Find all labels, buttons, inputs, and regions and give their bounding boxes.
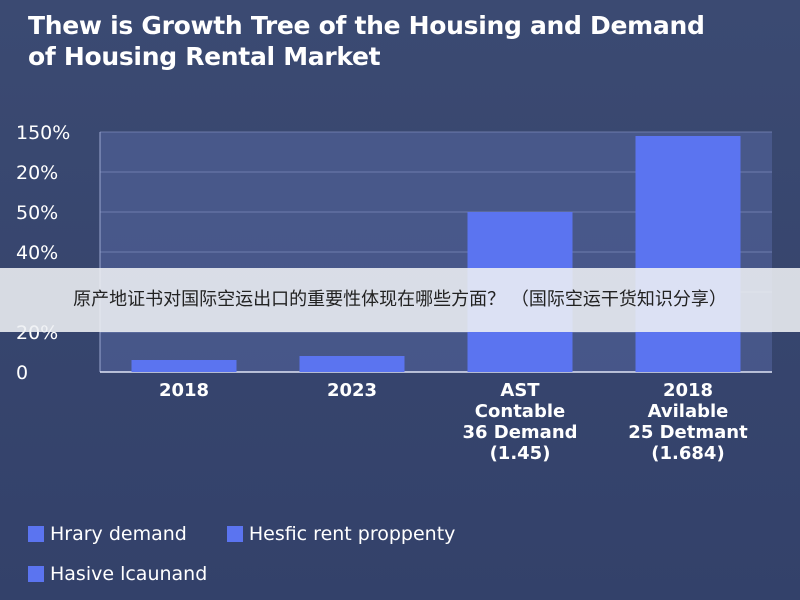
legend-item-1: Hrary demand [28,523,187,545]
legend-swatch-2 [226,526,243,542]
x-tick-label: (1.684) [651,443,724,464]
x-tick-label: Avilable [648,401,729,422]
x-tick-label: (1.45) [490,443,551,464]
chart-title: Thew is Growth Tree of the Housing and D… [28,10,788,72]
x-tick-label: 2023 [327,380,377,401]
bar [131,360,237,372]
legend-row-1: Hrary demand Hesfic rent proppenty [28,523,495,545]
legend-item-3: Hasive lcaunand [28,563,207,585]
bar [635,136,741,372]
y-tick-label: 20% [16,162,58,184]
chart-title-line-2: of Housing Rental Market [28,42,381,71]
overlay-banner[interactable]: 原产地证书对国际空运出口的重要性体现在哪些方面？ （国际空运干货知识分享） [0,268,800,332]
legend-row-2: Hasive lcaunand [28,563,247,585]
x-tick-label: 36 Demand [462,422,577,443]
y-tick-label: 50% [16,202,58,224]
legend-label-2: Hesfic rent proppenty [248,523,456,545]
y-tick-label: 0 [16,362,28,384]
legend-swatch-1 [28,526,44,542]
x-tick-label: AST [500,380,540,401]
x-tick-label: 2018 [159,380,209,401]
bar [299,356,405,372]
legend-label-3: Hasive lcaunand [50,563,208,585]
chart-title-line-1: Thew is Growth Tree of the Housing and D… [28,11,705,40]
x-tick-label: 25 Detmant [628,422,748,443]
legend-label-1: Hrary demand [50,523,187,545]
y-tick-label: 150% [16,122,70,144]
x-tick-label: Contable [475,401,565,422]
y-tick-label: 40% [16,242,58,264]
x-tick-label: 2018 [663,380,713,401]
legend-item-2: Hesfic rent proppenty [226,523,456,545]
legend-swatch-3 [28,566,44,582]
